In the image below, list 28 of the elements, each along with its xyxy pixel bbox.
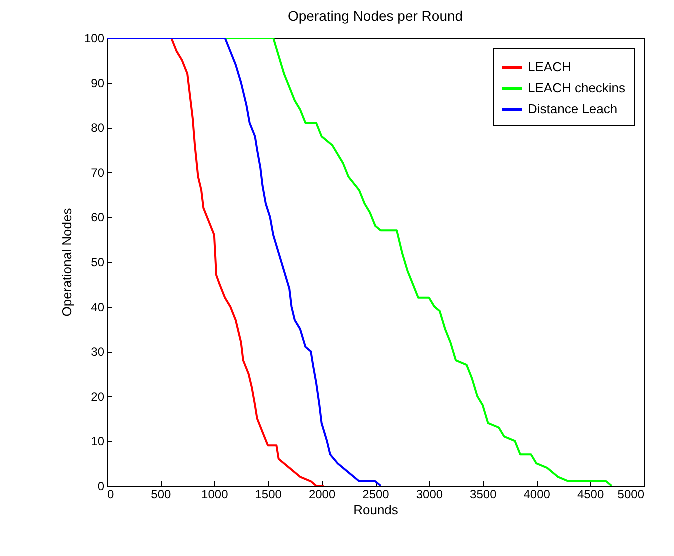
x-tick-label: 4000 <box>524 488 551 502</box>
line-series <box>107 38 382 486</box>
y-tick-label: 100 <box>84 32 105 46</box>
x-tick-label: 2500 <box>362 488 390 502</box>
x-tick-label: 3500 <box>470 488 498 502</box>
x-tick-label: 500 <box>151 488 172 502</box>
chart-title: Operating Nodes per Round <box>288 8 464 24</box>
y-tick-label: 80 <box>91 121 105 136</box>
y-tick-label: 20 <box>91 390 105 404</box>
x-tick-label: 2000 <box>308 488 336 502</box>
x-tick-label: 5000 <box>618 488 645 502</box>
x-tick-label: 3000 <box>416 488 444 502</box>
y-tick-label: 40 <box>91 300 105 314</box>
legend-label: Distance Leach <box>528 102 618 116</box>
y-tick-label: 70 <box>91 166 105 180</box>
y-axis-title: Operational Nodes <box>59 208 74 317</box>
x-tick-label: 1000 <box>202 488 229 502</box>
y-tick-label: 90 <box>91 76 105 90</box>
x-axis-title: Rounds <box>354 502 399 518</box>
y-tick-label: 50 <box>91 256 105 270</box>
y-tick-label: 10 <box>91 434 105 449</box>
y-tick-label: 60 <box>91 210 105 225</box>
legend-label: LEACH <box>528 60 572 74</box>
x-tick-label: 0 <box>108 488 114 502</box>
x-tick-label: 4500 <box>577 488 604 502</box>
x-tick-label: 1500 <box>255 488 282 502</box>
legend-label: LEACH checkins <box>528 80 626 96</box>
y-tick-label: 30 <box>91 345 105 360</box>
